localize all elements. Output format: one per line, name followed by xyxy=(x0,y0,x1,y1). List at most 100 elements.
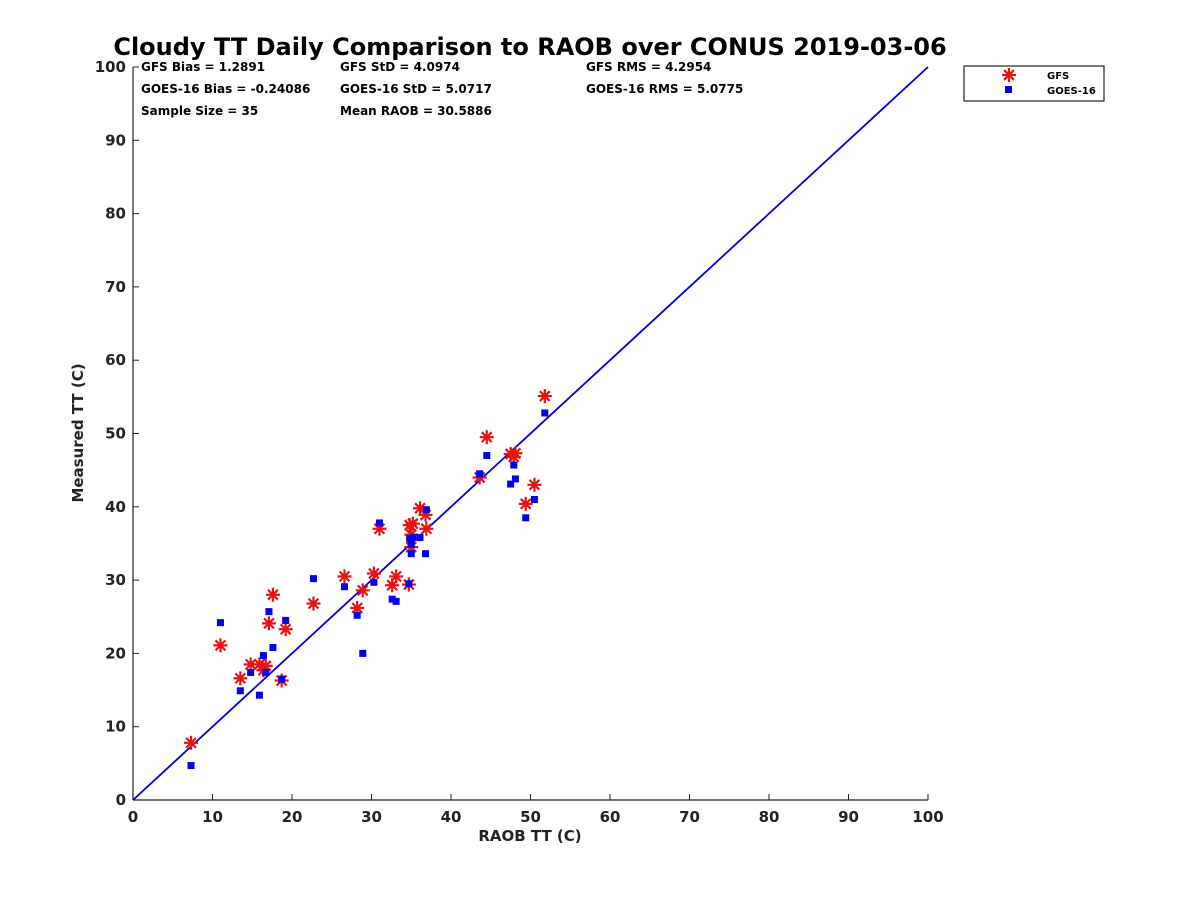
y-tick-label: 40 xyxy=(105,498,126,516)
x-tick-label: 100 xyxy=(912,808,943,826)
y-tick-label: 20 xyxy=(105,644,126,662)
goes16-point xyxy=(259,652,267,660)
x-tick-label: 40 xyxy=(441,808,462,826)
gfs-point xyxy=(527,477,542,492)
y-tick-label: 60 xyxy=(105,351,126,369)
x-ticks: 0 10 20 30 40 50 60 70 80 90 100 xyxy=(128,794,944,826)
x-axis-label: RAOB TT (C) xyxy=(478,827,581,845)
goes16-series xyxy=(187,409,549,770)
gfs-point xyxy=(350,600,365,615)
x-tick-label: 90 xyxy=(838,808,859,826)
goes16-point xyxy=(265,608,273,616)
x-tick-label: 60 xyxy=(600,808,621,826)
goes16-point xyxy=(269,644,277,652)
goes16-point xyxy=(416,534,424,542)
goes16-point xyxy=(407,550,415,558)
legend-goes16-label: GOES-16 xyxy=(1047,86,1096,97)
y-axis-label: Measured TT (C) xyxy=(69,363,87,502)
legend-box xyxy=(963,65,1105,102)
stat-gfs-std: GFS StD = 4.0974 xyxy=(340,60,460,74)
goes16-point xyxy=(187,762,195,770)
x-tick-label: 20 xyxy=(282,808,303,826)
legend-gfs-asterisk xyxy=(1002,68,1016,82)
y-tick-label: 10 xyxy=(105,718,126,736)
goes16-point xyxy=(278,675,286,683)
gfs-point xyxy=(261,616,276,631)
gfs-point xyxy=(233,671,248,686)
goes16-point xyxy=(392,597,400,605)
goes16-point xyxy=(483,451,491,459)
stat-gfs-rms: GFS RMS = 4.2954 xyxy=(586,60,711,74)
chart-title: Cloudy TT Daily Comparison to RAOB over … xyxy=(113,33,946,61)
stat-mean-raob: Mean RAOB = 30.5886 xyxy=(340,104,492,118)
gfs-point xyxy=(184,735,199,750)
x-tick-label: 70 xyxy=(679,808,700,826)
goes16-point xyxy=(359,649,367,657)
x-tick-label: 30 xyxy=(361,808,382,826)
goes16-point xyxy=(511,475,519,483)
gfs-point xyxy=(337,569,352,584)
goes16-point xyxy=(476,470,484,478)
y-tick-label: 80 xyxy=(105,205,126,223)
gfs-point xyxy=(537,389,552,404)
gfs-point xyxy=(479,430,494,445)
gfs-point xyxy=(355,583,370,598)
goes16-point xyxy=(388,595,396,603)
goes16-point xyxy=(530,495,538,503)
x-tick-label: 0 xyxy=(128,808,138,826)
stat-gfs-bias: GFS Bias = 1.2891 xyxy=(141,60,265,74)
y-tick-label: 100 xyxy=(95,58,126,76)
x-tick-label: 50 xyxy=(520,808,541,826)
gfs-point xyxy=(412,501,427,516)
y-tick-label: 0 xyxy=(116,791,126,809)
goes16-point xyxy=(255,691,263,699)
goes16-point xyxy=(353,611,361,619)
goes16-point xyxy=(507,480,515,488)
legend: GFS GOES-16 xyxy=(963,65,1105,102)
goes16-point xyxy=(309,575,317,583)
goes16-point xyxy=(282,616,290,624)
y-tick-label: 90 xyxy=(105,131,126,149)
y-ticks: 0 10 20 30 40 50 60 70 80 90 100 xyxy=(95,58,139,809)
goes16-point xyxy=(262,668,270,676)
gfs-point xyxy=(508,446,523,461)
y-tick-label: 50 xyxy=(105,425,126,443)
legend-gfs-marker xyxy=(1002,68,1016,82)
x-tick-label: 80 xyxy=(759,808,780,826)
stat-goes-rms: GOES-16 RMS = 5.0775 xyxy=(586,82,743,96)
gfs-point xyxy=(213,638,228,653)
goes16-point xyxy=(541,409,549,417)
goes16-point xyxy=(375,519,383,527)
goes16-point xyxy=(216,619,224,627)
gfs-point xyxy=(265,587,280,602)
goes16-point xyxy=(340,583,348,591)
goes16-point xyxy=(236,687,244,695)
x-tick-label: 10 xyxy=(202,808,223,826)
gfs-point xyxy=(389,569,404,584)
goes16-point xyxy=(405,580,413,588)
stat-goes-std: GOES-16 StD = 5.0717 xyxy=(340,82,492,96)
stats-block: GFS Bias = 1.2891 GFS StD = 4.0974 GFS R… xyxy=(141,60,743,118)
gfs-point xyxy=(518,496,533,511)
legend-goes16-marker xyxy=(1005,86,1012,93)
goes16-point xyxy=(247,668,255,676)
goes16-point xyxy=(510,461,518,469)
legend-gfs-label: GFS xyxy=(1047,71,1069,82)
goes16-point xyxy=(522,514,530,522)
goes16-point xyxy=(422,506,430,514)
gfs-point xyxy=(419,521,434,536)
goes16-point xyxy=(370,578,378,586)
gfs-point xyxy=(306,596,321,611)
y-tick-label: 70 xyxy=(105,278,126,296)
y-tick-label: 30 xyxy=(105,571,126,589)
gfs-series xyxy=(184,389,552,750)
goes16-point xyxy=(409,534,417,542)
gfs-point xyxy=(278,622,293,637)
goes16-point xyxy=(407,540,415,548)
gfs-point xyxy=(366,566,381,581)
stat-sample-size: Sample Size = 35 xyxy=(141,104,258,118)
gfs-point xyxy=(405,516,420,531)
stat-goes-bias: GOES-16 Bias = -0.24086 xyxy=(141,82,310,96)
one-to-one-line xyxy=(132,66,929,801)
